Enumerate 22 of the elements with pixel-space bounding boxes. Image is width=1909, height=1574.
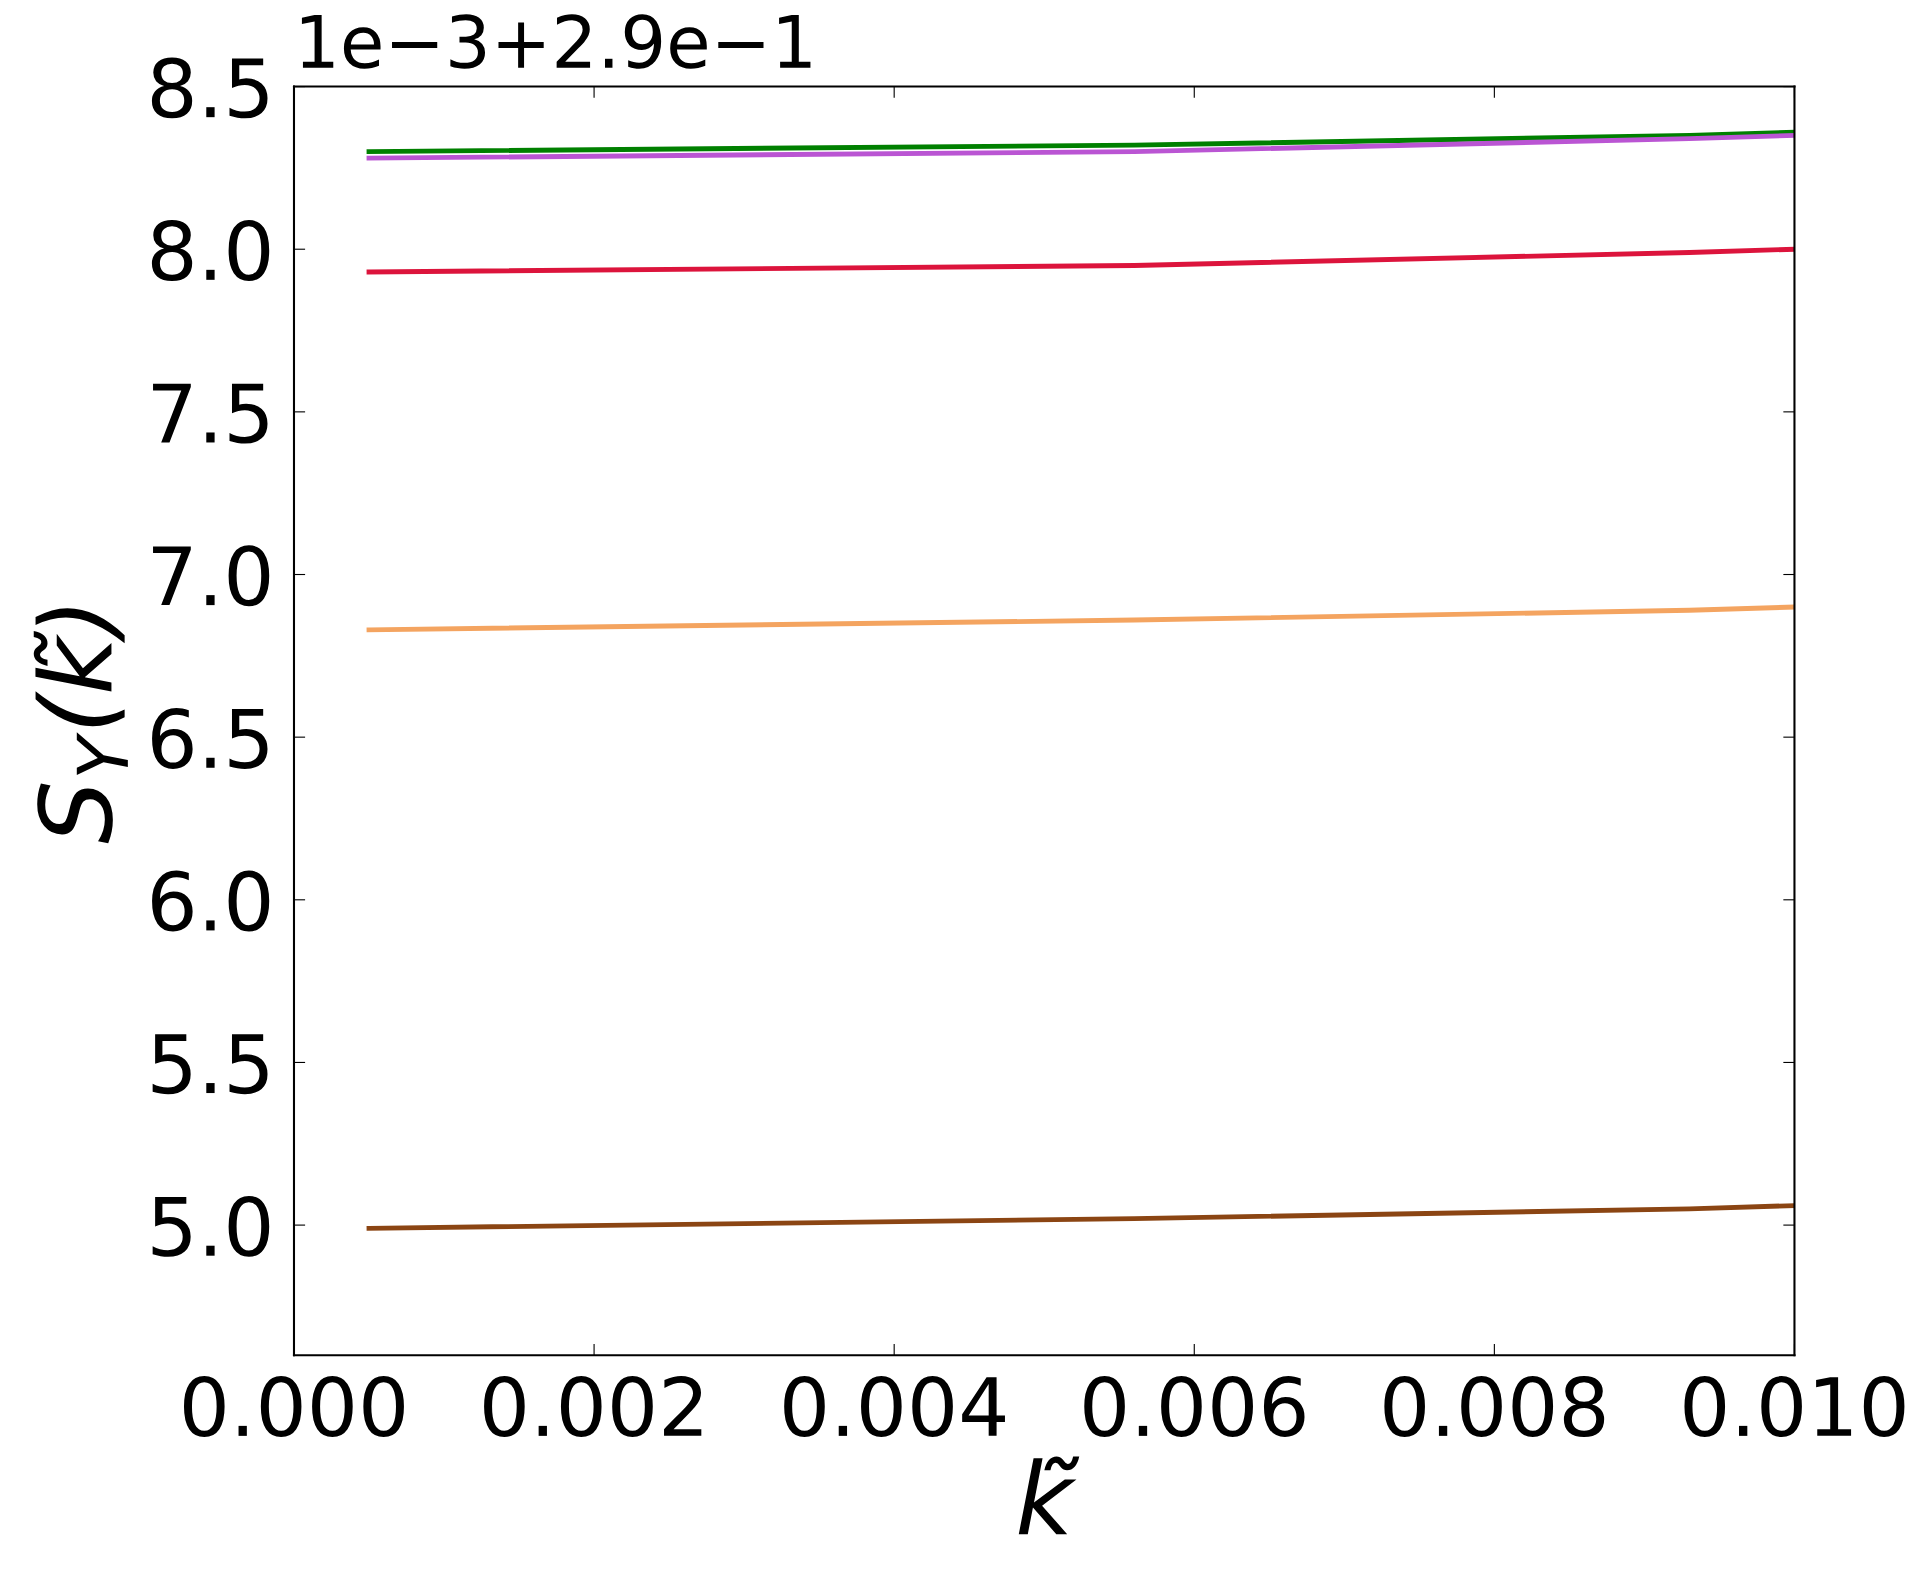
- line-series: [366, 604, 1795, 633]
- y-tick-label: 7.5: [153, 383, 268, 444]
- x-tick-label: 0.006: [1084, 1376, 1305, 1438]
- y-tick-label: 6.5: [152, 707, 268, 769]
- x-tick-label: 0.004: [784, 1376, 1005, 1438]
- y-tick-label: 5.5: [152, 1034, 268, 1095]
- x-tick-label: 0.010: [1684, 1376, 1905, 1438]
- x-tick-label: 0.008: [1384, 1376, 1605, 1438]
- text: 1e−3+2.9e−1: [301, 14, 811, 69]
- x-axis-title: k̃: [1018, 1456, 1080, 1535]
- line-series: [366, 129, 1795, 155]
- y-axis-title: S$_{Y}$(k̃): [33, 608, 128, 844]
- line-series: [366, 1203, 1795, 1231]
- y-tick-label: 8.0: [151, 220, 270, 281]
- line-series: [366, 246, 1795, 275]
- y-tick-label: 7.0: [153, 545, 270, 607]
- y-tick-label: 8.5: [151, 57, 268, 119]
- x-tick-label: 0.000: [183, 1376, 404, 1438]
- x-tick-label: 0.002: [484, 1376, 702, 1438]
- y-tick-label: 6.0: [152, 870, 270, 932]
- y-tick-label: 5.0: [152, 1195, 270, 1257]
- line-series: [366, 132, 1795, 161]
